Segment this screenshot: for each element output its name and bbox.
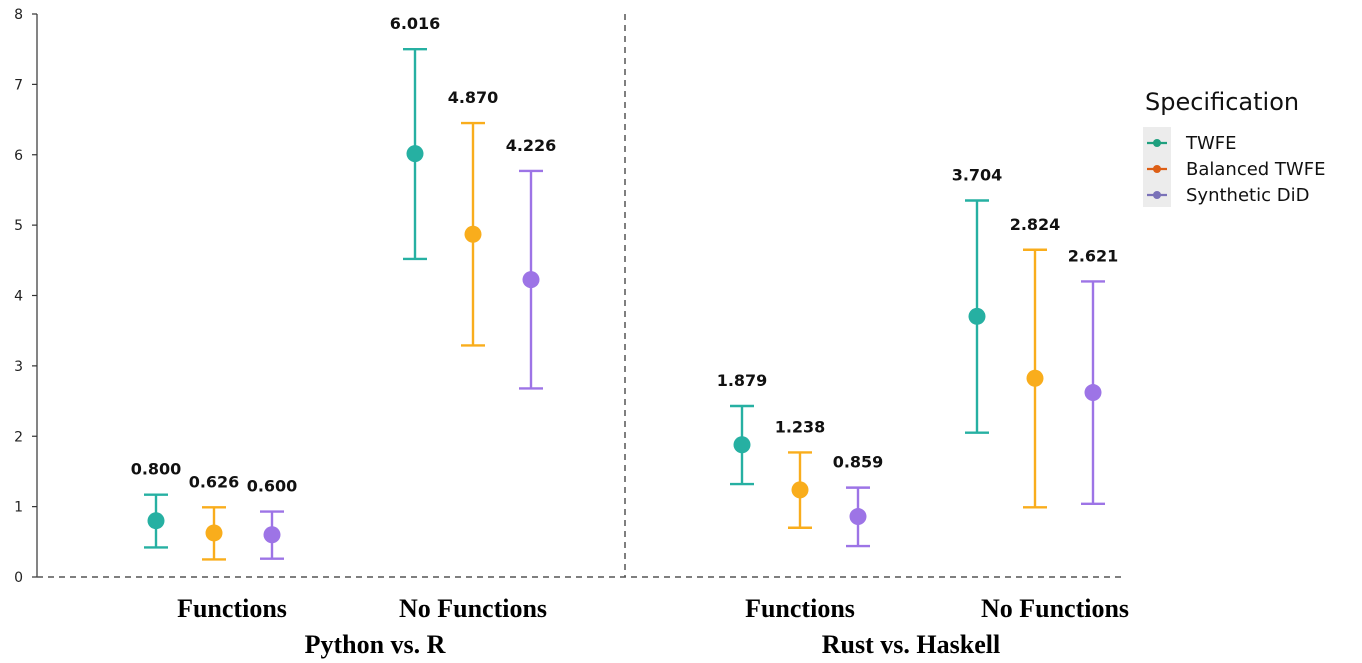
legend-label: Balanced TWFE (1186, 159, 1325, 180)
error-bar-point: 0.800 (131, 460, 182, 549)
y-tick-label: 2 (14, 429, 23, 445)
legend-item: TWFE (1147, 133, 1237, 154)
point-marker (263, 526, 281, 544)
x-category-label: No Functions (981, 594, 1129, 623)
y-tick-label: 5 (14, 218, 23, 234)
error-bar-point: 0.600 (247, 477, 298, 560)
point-marker (791, 481, 809, 499)
point-marker (406, 145, 424, 163)
legend: Specification TWFE Balanced TWFE Synthetic … (1143, 88, 1325, 207)
chart-marks: 0.800 0.626 0.600 6.016 4.870 4.226 1.879 1.238… (37, 14, 1125, 578)
data-label: 0.626 (189, 472, 240, 491)
point-marker (849, 508, 867, 526)
error-bar-point: 0.859 (833, 453, 884, 548)
data-label: 2.824 (1010, 215, 1061, 234)
data-label: 0.859 (833, 453, 884, 472)
error-bar-point: 4.226 (506, 136, 557, 390)
point-marker (1026, 369, 1044, 387)
error-bar-point: 6.016 (390, 14, 441, 261)
legend-item: Synthetic DiD (1147, 185, 1309, 206)
x-group-label: Python vs. R (305, 630, 446, 659)
error-bar-point: 3.704 (952, 165, 1003, 434)
error-bar-point: 2.621 (1068, 246, 1119, 506)
y-tick-label: 8 (14, 7, 23, 23)
data-label: 1.879 (717, 371, 768, 390)
y-tick-label: 4 (14, 289, 23, 305)
point-marker (1084, 384, 1102, 402)
legend-label: TWFE (1185, 133, 1237, 154)
point-marker (968, 307, 986, 325)
x-group-label: Rust vs. Haskell (822, 630, 1000, 659)
y-tick-label: 0 (14, 570, 23, 586)
point-marker (147, 512, 165, 530)
error-bar-point: 1.238 (775, 417, 826, 529)
legend-label: Synthetic DiD (1186, 185, 1309, 206)
data-label: 0.600 (247, 477, 298, 496)
legend-swatch-dot (1153, 165, 1161, 173)
y-tick-label: 6 (14, 148, 23, 164)
y-axis: 0 1 2 3 4 5 6 7 8 (14, 7, 38, 586)
y-tick-label: 1 (14, 500, 23, 516)
legend-item: Balanced TWFE (1147, 159, 1325, 180)
error-bar-point: 0.626 (189, 472, 240, 561)
data-label: 2.621 (1068, 246, 1119, 265)
data-label: 4.226 (506, 136, 557, 155)
data-label: 3.704 (952, 165, 1003, 184)
error-bar-point: 1.879 (717, 371, 768, 486)
point-marker (464, 225, 482, 243)
point-marker (522, 271, 540, 289)
error-bar-point: 2.824 (1010, 215, 1061, 509)
point-marker (205, 524, 223, 542)
data-label: 6.016 (390, 14, 441, 33)
data-label: 4.870 (448, 88, 499, 107)
legend-title: Specification (1145, 88, 1299, 116)
legend-swatch-dot (1153, 191, 1161, 199)
data-label: 0.800 (131, 460, 182, 479)
x-category-label: Functions (177, 594, 287, 623)
y-tick-label: 7 (14, 77, 23, 93)
x-axis-labels: Functions No Functions Python vs. R Functio… (177, 594, 1129, 659)
error-bar-point: 4.870 (448, 88, 499, 347)
y-tick-label: 3 (14, 359, 23, 375)
data-label: 1.238 (775, 417, 826, 436)
legend-swatch-dot (1153, 139, 1161, 147)
point-marker (733, 436, 751, 454)
x-category-label: No Functions (399, 594, 547, 623)
x-category-label: Functions (745, 594, 855, 623)
